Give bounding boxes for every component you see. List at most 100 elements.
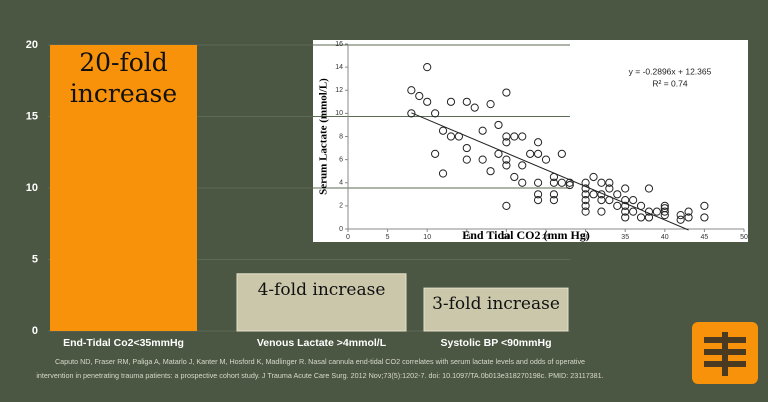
point — [700, 213, 709, 222]
x-axis-label: End Tidal CO2 (mm Hg) — [462, 228, 590, 242]
x-tick-label: 45 — [701, 234, 709, 241]
x-tick-label: 25 — [542, 234, 550, 241]
y-tick-label: 14 — [335, 64, 343, 71]
point — [423, 63, 432, 72]
point — [581, 207, 590, 216]
point — [660, 201, 669, 210]
point — [589, 190, 598, 199]
point — [565, 180, 574, 190]
bar-label: 4-fold increase — [257, 279, 386, 300]
point — [597, 178, 606, 187]
point — [549, 195, 559, 205]
point — [518, 161, 527, 170]
annotation: y = -0.2896x + 12.365 — [629, 66, 712, 76]
y-tick-label: 0 — [339, 226, 343, 233]
point — [462, 143, 471, 153]
y-tick-label: 10 — [335, 110, 343, 117]
point — [462, 97, 471, 106]
point — [518, 132, 527, 141]
x-tick-label: 40 — [661, 234, 669, 241]
x-tick-label: 30 — [582, 234, 590, 241]
point — [510, 132, 519, 141]
x-tick-label: 10 — [423, 234, 431, 241]
y-axis-label: Serum Lactate (mmol/L) — [318, 78, 330, 195]
citation: intervention in penetrating trauma patie… — [36, 371, 604, 380]
x-tick-label: 20 — [503, 234, 511, 241]
y-tick-label: 16 — [335, 41, 343, 48]
point — [494, 149, 503, 158]
point — [613, 201, 622, 210]
point — [684, 213, 693, 222]
point — [415, 91, 424, 101]
point — [407, 109, 416, 118]
point — [676, 211, 685, 220]
point — [565, 178, 574, 187]
point — [431, 109, 440, 118]
point — [510, 172, 519, 182]
y-tick-label: 4 — [339, 180, 343, 187]
bar — [236, 273, 407, 332]
point — [526, 149, 535, 158]
point — [621, 201, 630, 210]
x-tick-label: Systolic BP <90mmHg — [441, 337, 552, 349]
x-tick-label: 35 — [621, 234, 629, 241]
point — [494, 120, 503, 130]
point — [446, 97, 456, 106]
y-tick-label: 12 — [335, 87, 343, 94]
inset-panel — [313, 40, 748, 242]
point — [644, 184, 654, 193]
point — [581, 190, 590, 199]
y-tick-label: 6 — [339, 156, 343, 163]
x-tick-label: 0 — [346, 234, 350, 241]
y-tick-label: 5 — [32, 253, 38, 265]
y-tick-label: 0 — [32, 325, 38, 337]
point — [486, 167, 495, 176]
point — [446, 132, 456, 141]
point — [557, 178, 566, 187]
point — [533, 195, 543, 205]
y-tick-label: 10 — [26, 182, 38, 194]
point — [470, 103, 479, 112]
y-tick-label: 8 — [339, 133, 343, 140]
y-tick-label: 20 — [26, 39, 38, 51]
point — [438, 169, 448, 178]
point — [613, 190, 622, 199]
point — [502, 201, 511, 210]
point — [549, 178, 559, 187]
point — [518, 178, 527, 187]
x-tick-label: 15 — [463, 234, 471, 241]
point — [486, 100, 495, 109]
point — [629, 207, 638, 216]
point — [557, 149, 566, 158]
point — [478, 155, 487, 164]
point — [423, 97, 432, 106]
citation: Caputo ND, Fraser RM, Paliga A, Matarlo … — [54, 357, 586, 366]
point — [676, 215, 685, 224]
point — [502, 155, 511, 164]
bar-label: 3-fold increase — [432, 294, 560, 315]
point — [629, 195, 638, 205]
point — [541, 155, 551, 164]
point — [478, 126, 487, 135]
x-tick-label: 50 — [740, 234, 748, 241]
point — [589, 172, 598, 182]
point — [597, 195, 606, 205]
point — [533, 149, 543, 158]
point — [621, 184, 630, 193]
point — [502, 132, 511, 141]
point — [533, 190, 543, 199]
point — [581, 195, 590, 205]
point — [502, 138, 511, 147]
point — [597, 207, 606, 216]
x-tick-label: 5 — [386, 234, 390, 241]
point — [700, 201, 709, 210]
x-tick-label: End-Tidal Co2<35mmHg — [63, 337, 184, 349]
point — [621, 213, 630, 222]
point — [407, 86, 416, 95]
point — [621, 207, 630, 216]
y-tick-label: 2 — [339, 203, 343, 210]
point — [605, 184, 614, 193]
bar-label: 20-fold increase — [69, 48, 178, 109]
